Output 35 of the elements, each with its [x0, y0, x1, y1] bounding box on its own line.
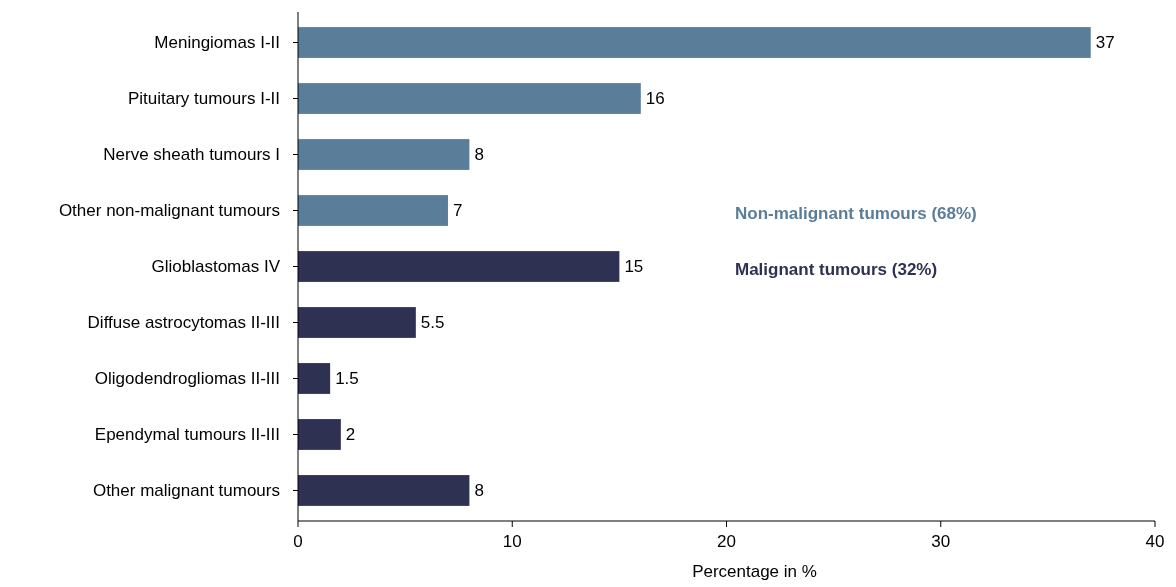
bar [298, 139, 470, 170]
bar [298, 307, 416, 338]
data-label: 1.5 [335, 369, 359, 389]
bar [298, 27, 1091, 58]
data-label: 16 [645, 89, 665, 109]
data-label: 2 [345, 425, 356, 445]
text: Non-malignant tumours (68%) [735, 203, 977, 223]
bar [298, 363, 331, 394]
bar [298, 475, 470, 506]
data-label: 7 [452, 201, 463, 221]
y-tick-label: Other malignant tumours [92, 481, 280, 501]
data-label: 15 [624, 257, 644, 277]
y-tick-label: Oligodendrogliomas II-III [94, 369, 280, 389]
x-axis-title: Percentage in % [692, 562, 817, 581]
x-tick-label: 30 [931, 532, 951, 551]
bar [298, 195, 448, 226]
bar [298, 419, 341, 450]
y-tick-label: Other non-malignant tumours [58, 201, 280, 221]
data-label: 37 [1095, 33, 1115, 53]
y-tick-label: Glioblastomas IV [151, 257, 281, 277]
x-tick-label: 40 [1145, 532, 1165, 551]
x-tick-label: 20 [717, 532, 736, 551]
x-tick-label: 0 [293, 532, 303, 551]
y-tick-label: Nerve sheath tumours I [103, 145, 280, 165]
y-tick-label: Meningiomas I-II [154, 33, 280, 53]
y-tick-label: Pituitary tumours I-II [127, 89, 280, 109]
bar [298, 83, 641, 114]
y-tick-label: Ependymal tumours II-III [94, 425, 280, 445]
data-label: 8 [474, 481, 484, 501]
data-label: 5.5 [420, 313, 445, 333]
text: Malignant tumours (32%) [735, 259, 938, 279]
bar [298, 251, 620, 282]
data-label: 8 [474, 145, 484, 165]
x-tick-label: 10 [502, 532, 522, 551]
y-tick-label: Diffuse astrocytomas II-III [87, 313, 280, 333]
